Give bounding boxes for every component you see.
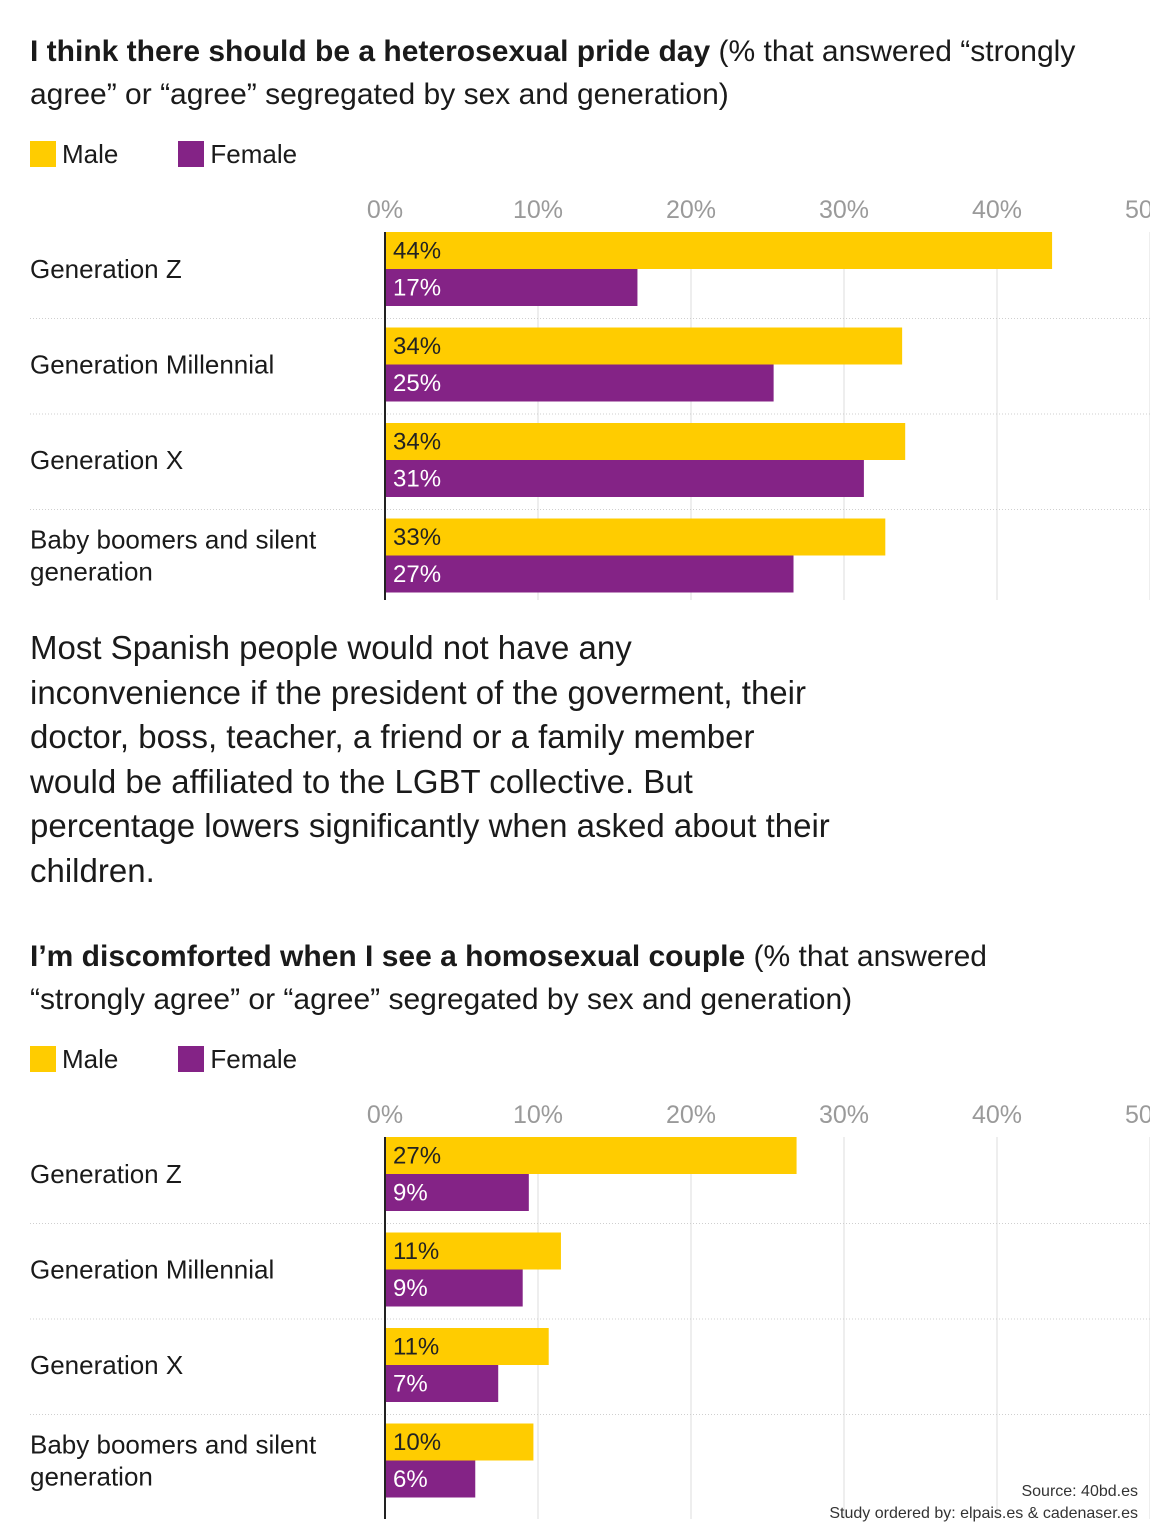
legend-label-male: Male <box>62 138 119 169</box>
summary-paragraph: Most Spanish people would not have any i… <box>30 629 830 889</box>
x-tick-label: 40% <box>972 1101 1022 1129</box>
legend-item-male: Male <box>30 1044 118 1075</box>
category-label: Generation X <box>30 445 183 475</box>
source-text: Source: 40bd.es <box>1021 1483 1138 1500</box>
bar-value-label: 34% <box>393 333 441 360</box>
chart-section-1: I think there should be a heterosexual p… <box>0 0 1150 600</box>
legend: Male Female <box>30 1041 357 1077</box>
x-tick-label: 10% <box>513 1101 563 1129</box>
bar-value-label: 10% <box>393 1429 441 1456</box>
chart-section-2: I’m discomforted when I see a homosexual… <box>0 905 1150 1536</box>
bar-value-label: 25% <box>393 370 441 397</box>
female-swatch <box>178 1046 205 1072</box>
legend: Male Female <box>30 136 357 172</box>
bar-value-label: 6% <box>393 1466 428 1493</box>
bar-chart-2: 0% 10% 20% 30% 40% 50% Generation Z 27% 9% Genera… <box>30 1101 1150 1519</box>
x-tick-label: 0% <box>367 196 403 224</box>
bar-male <box>385 423 906 460</box>
bar-chart-1: 0% 10% 20% 30% 40% 50% Generation Z 44% 17% Gener… <box>30 196 1150 600</box>
bar-value-label: 33% <box>393 524 441 551</box>
category-label: Generation Millennial <box>30 350 274 380</box>
bar-female <box>385 364 774 402</box>
bar-value-label: 11% <box>393 1334 439 1361</box>
bar-male <box>385 518 886 556</box>
bar-female <box>385 1269 523 1307</box>
category-label: Generation X <box>30 1350 183 1380</box>
legend-item-male: Male <box>30 139 118 170</box>
x-tick-label: 0% <box>367 1101 403 1129</box>
chart-title-rest: (% that answered “strongly agree” or “ag… <box>30 940 987 1016</box>
category-label: Baby boomers and silent generation <box>30 1430 317 1492</box>
x-tick-label: 20% <box>666 196 716 224</box>
bar-male <box>385 232 1053 269</box>
category-label: Generation Millennial <box>30 1255 274 1285</box>
male-swatch <box>30 1046 56 1072</box>
x-tick-label: 10% <box>513 196 563 224</box>
female-swatch <box>178 141 205 167</box>
study-credit-text: Study ordered by: elpais.es & cadenaser.… <box>829 1505 1138 1522</box>
bar-value-label: 9% <box>393 1180 428 1207</box>
male-swatch <box>30 141 56 167</box>
x-tick-label: 50% <box>1125 196 1150 224</box>
bar-female <box>385 555 794 593</box>
bar-value-label: 11% <box>393 1238 439 1265</box>
category-label: Baby boomers and silent generation <box>30 525 317 587</box>
bar-male <box>385 327 903 365</box>
chart-title: I think there should be a heterosexual p… <box>30 30 1090 116</box>
bar-male <box>385 1137 797 1174</box>
bar-male <box>385 1232 561 1270</box>
bar-female <box>385 1460 476 1498</box>
bar-female <box>385 460 864 497</box>
legend-label-male: Male <box>62 1043 119 1074</box>
legend-item-female: Female <box>178 139 297 170</box>
x-tick-label: 20% <box>666 1101 716 1129</box>
bar-value-label: 17% <box>393 275 441 302</box>
legend-label-female: Female <box>210 1043 298 1074</box>
bar-value-label: 27% <box>393 1143 441 1170</box>
bar-value-label: 34% <box>393 429 441 456</box>
bar-female <box>385 1174 529 1211</box>
bar-male <box>385 1328 549 1365</box>
bar-value-label: 27% <box>393 561 441 588</box>
category-label: Generation Z <box>30 254 182 284</box>
x-tick-label: 40% <box>972 196 1022 224</box>
x-tick-label: 30% <box>819 1101 869 1129</box>
bar-female <box>385 269 638 306</box>
bar-value-label: 9% <box>393 1275 428 1302</box>
bar-male <box>385 1423 534 1461</box>
bar-value-label: 44% <box>393 238 441 265</box>
chart-title: I’m discomforted when I see a homosexual… <box>30 935 1090 1021</box>
x-tick-label: 50% <box>1125 1101 1150 1129</box>
chart-title-rest: (% that answered “strongly agree” or “ag… <box>30 35 1076 111</box>
bar-female <box>385 1365 499 1402</box>
legend-label-female: Female <box>210 138 298 169</box>
category-label: Generation Z <box>30 1159 182 1189</box>
chart-title-bold: I’m discomforted when I see a homosexual… <box>30 940 746 973</box>
legend-item-female: Female <box>178 1044 297 1075</box>
bar-value-label: 7% <box>393 1371 428 1398</box>
bar-value-label: 31% <box>393 466 441 493</box>
chart-title-bold: I think there should be a heterosexual p… <box>30 35 711 68</box>
x-tick-label: 30% <box>819 196 869 224</box>
